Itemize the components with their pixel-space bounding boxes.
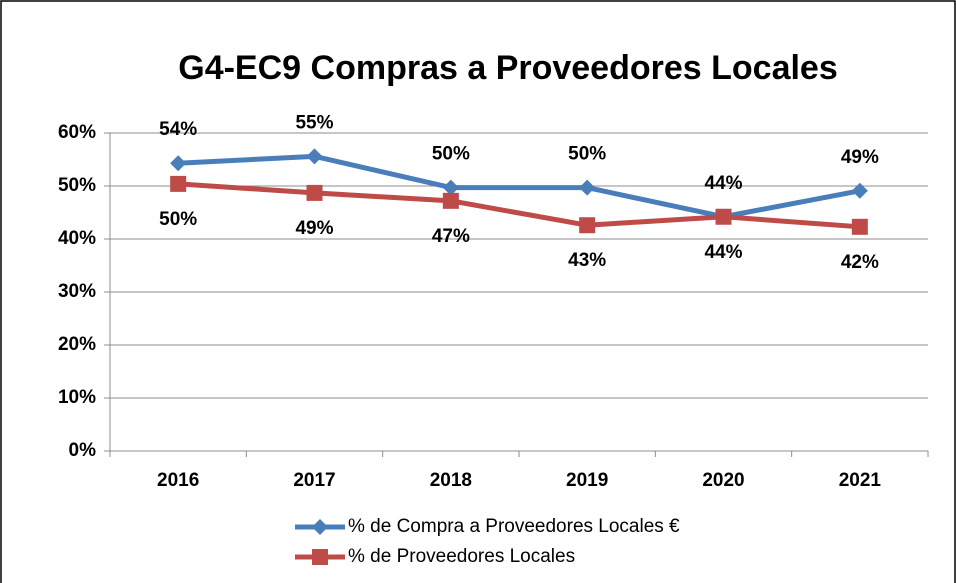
y-tick-label: 0% xyxy=(69,440,97,461)
data-label: 43% xyxy=(568,250,606,271)
x-tick-label: 2016 xyxy=(157,470,199,491)
y-tick-label: 60% xyxy=(58,122,96,143)
point-marker xyxy=(306,184,323,201)
data-label: 50% xyxy=(432,144,470,165)
legend-marker xyxy=(312,549,328,565)
x-tick-label: 2019 xyxy=(566,470,608,491)
legend-label: % de Proveedores Locales xyxy=(348,546,575,567)
chart-title: G4-EC9 Compras a Proveedores Locales xyxy=(178,49,838,87)
data-label: 42% xyxy=(841,252,879,273)
data-label: 44% xyxy=(704,173,742,194)
legend-marker xyxy=(312,519,328,535)
point-marker xyxy=(851,182,868,199)
data-label: 50% xyxy=(568,144,606,165)
data-label: 54% xyxy=(159,119,197,140)
point-marker xyxy=(170,155,187,172)
point-marker xyxy=(579,217,596,234)
x-tick-label: 2021 xyxy=(839,470,882,491)
y-tick-label: 50% xyxy=(58,175,96,196)
data-label: 47% xyxy=(432,226,470,247)
x-tick-label: 2020 xyxy=(702,470,744,491)
point-marker xyxy=(170,175,187,192)
point-marker xyxy=(306,148,323,165)
series-line xyxy=(178,153,861,220)
point-marker xyxy=(442,179,459,196)
data-label: 55% xyxy=(295,112,333,133)
point-marker xyxy=(851,218,868,235)
y-tick-label: 20% xyxy=(58,334,96,355)
point-marker xyxy=(442,192,459,209)
point-marker xyxy=(715,208,732,225)
legend-label: % de Compra a Proveedores Locales € xyxy=(348,516,680,537)
y-tick-label: 40% xyxy=(58,228,96,249)
x-tick-label: 2017 xyxy=(293,470,335,491)
x-tick-label: 2018 xyxy=(430,470,472,491)
y-tick-label: 10% xyxy=(58,387,96,408)
series-line xyxy=(178,181,861,230)
data-label: 49% xyxy=(841,147,879,168)
data-label: 44% xyxy=(704,242,742,263)
data-label: 49% xyxy=(295,218,333,239)
point-marker xyxy=(579,179,596,196)
y-tick-label: 30% xyxy=(58,281,96,302)
data-label: 50% xyxy=(159,209,197,230)
